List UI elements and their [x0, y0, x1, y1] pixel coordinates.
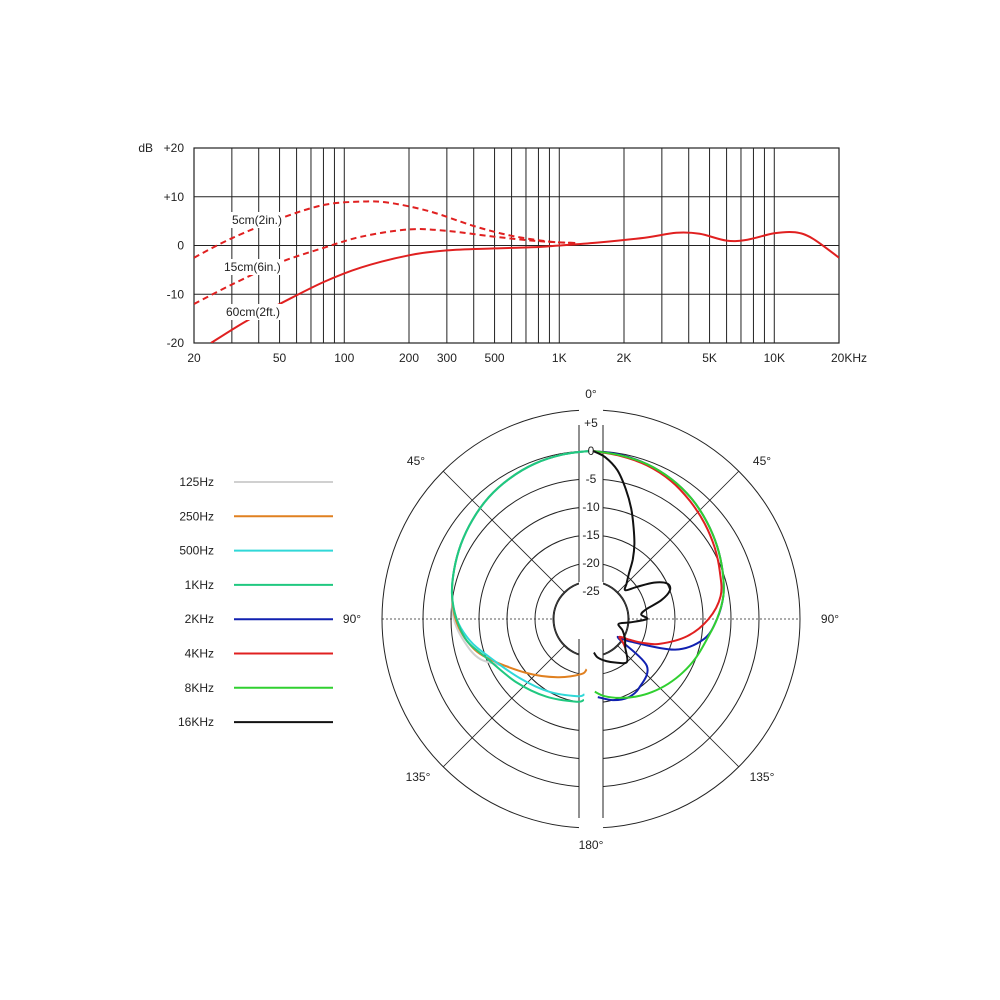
polar-curve-4khz: [592, 450, 723, 649]
legend-label: 2KHz: [185, 612, 214, 626]
angle-label-left: 90°: [343, 612, 361, 626]
polar-curve-16khz: [592, 450, 672, 665]
x-tick-label: 20KHz: [831, 351, 867, 365]
radial-tick-label: 0: [588, 444, 595, 458]
legend-label: 4KHz: [185, 647, 214, 661]
angle-label-top: 0°: [585, 387, 597, 401]
spoke-diagonal: [442, 470, 566, 594]
polar-pattern-chart: [381, 406, 801, 832]
y-tick-label: +20: [164, 141, 185, 155]
angle-label-right: 90°: [821, 612, 839, 626]
y-tick-label: 0: [177, 239, 184, 253]
angle-label-upper-right: 45°: [753, 454, 771, 468]
curve-annotation: 60cm(2ft.): [226, 305, 280, 319]
legend-label: 500Hz: [179, 544, 214, 558]
y-axis-label: dB: [138, 141, 153, 155]
x-tick-label: 10K: [764, 351, 785, 365]
curve-annotation: 15cm(6in.): [224, 260, 281, 274]
x-tick-label: 300: [437, 351, 457, 365]
legend-label: 8KHz: [185, 681, 214, 695]
angle-label-lower-left: 135°: [406, 770, 431, 784]
radial-tick-label: -20: [582, 556, 600, 570]
polar-legend: [234, 481, 333, 724]
annotation-background: [230, 212, 285, 228]
radial-tick-label: -15: [582, 528, 600, 542]
spoke-diagonal: [616, 470, 740, 594]
legend-label: 250Hz: [179, 509, 214, 523]
radial-tick-label: -10: [582, 500, 600, 514]
y-tick-label: +10: [164, 190, 185, 204]
x-tick-label: 200: [399, 351, 419, 365]
x-tick-label: 500: [485, 351, 505, 365]
response-curve-1: [194, 200, 577, 259]
response-curve-2: [194, 228, 577, 305]
x-tick-label: 2K: [617, 351, 632, 365]
x-tick-label: 1K: [552, 351, 567, 365]
frequency-response-chart: [193, 147, 840, 344]
hub-mask: [582, 589, 600, 649]
spoke-diagonal: [616, 644, 740, 768]
polar-curve-8khz: [592, 450, 725, 699]
x-tick-label: 5K: [702, 351, 717, 365]
y-tick-label: -10: [167, 287, 185, 301]
spoke-diagonal: [442, 644, 566, 768]
radial-tick-label: -5: [586, 472, 597, 486]
legend-label: 16KHz: [178, 715, 214, 729]
annotation-background: [222, 259, 283, 275]
angle-label-bottom: 180°: [579, 838, 604, 852]
x-tick-label: 50: [273, 351, 287, 365]
legend-label: 1KHz: [185, 578, 214, 592]
radial-tick-label: -25: [582, 584, 600, 598]
response-curve-3: [210, 230, 839, 343]
radial-tick-label: +5: [584, 416, 598, 430]
annotation-background: [224, 304, 283, 320]
polar-curve-1khz: [450, 450, 590, 703]
legend-label: 125Hz: [179, 475, 214, 489]
curve-annotation: 5cm(2in.): [232, 213, 282, 227]
x-tick-label: 20: [187, 351, 201, 365]
angle-label-lower-right: 135°: [750, 770, 775, 784]
x-tick-label: 100: [334, 351, 354, 365]
y-tick-label: -20: [167, 336, 185, 350]
angle-label-upper-left: 45°: [407, 454, 425, 468]
